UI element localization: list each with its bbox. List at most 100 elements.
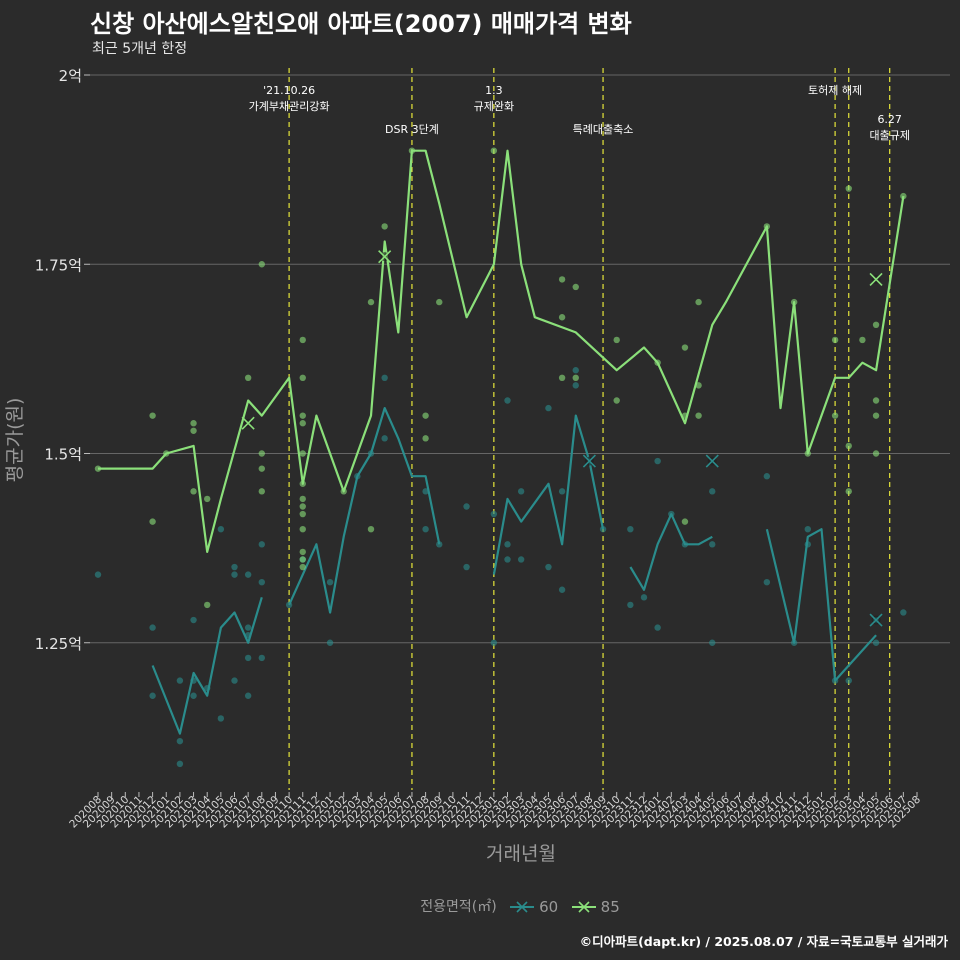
data-point-85 [163, 450, 170, 457]
event-label: 6.27 [877, 113, 902, 126]
data-point-60 [176, 737, 184, 745]
data-point-60 [258, 541, 265, 548]
data-point-85 [408, 147, 416, 154]
data-point-85 [299, 503, 306, 510]
legend-label-85: 85 [600, 898, 620, 916]
y-tick-label: 1.75억 [35, 256, 82, 274]
data-point-60 [217, 526, 225, 533]
data-point-85 [436, 298, 443, 306]
data-point-60 [176, 677, 184, 684]
data-point-60 [326, 639, 334, 646]
data-point-85 [845, 488, 852, 495]
data-point-85 [572, 283, 579, 291]
data-point-60 [763, 578, 771, 586]
data-point-85 [299, 374, 306, 381]
data-point-85 [299, 526, 306, 533]
data-point-60 [244, 571, 252, 578]
data-point-60 [190, 692, 197, 699]
data-point-60 [231, 571, 238, 578]
data-point-85 [381, 223, 388, 230]
data-point-60 [381, 374, 388, 381]
data-point-85 [872, 412, 880, 419]
data-point-85 [299, 495, 306, 503]
data-point-85 [190, 420, 197, 427]
data-point-85 [299, 510, 306, 518]
data-point-60 [463, 503, 470, 510]
grid-layer [84, 74, 950, 797]
data-point-85 [872, 450, 880, 457]
data-point-85 [258, 465, 265, 472]
data-point-85 [845, 185, 852, 192]
data-point-60 [504, 556, 511, 563]
data-point-60 [190, 677, 197, 684]
data-point-60 [872, 639, 880, 646]
event-label: DSR 3단계 [385, 123, 439, 136]
data-point-60 [381, 435, 388, 442]
data-point-60 [517, 556, 525, 563]
data-point-60 [149, 624, 156, 631]
data-point-60 [176, 760, 184, 768]
data-point-85 [845, 442, 852, 450]
data-point-60 [354, 473, 361, 480]
cross-marker-60 [869, 613, 883, 627]
series-line-60 [492, 414, 605, 575]
data-point-85 [859, 336, 866, 344]
data-point-85 [695, 382, 702, 389]
data-point-85 [558, 276, 566, 283]
data-point-60 [681, 541, 689, 548]
data-point-85 [422, 435, 429, 442]
data-point-85 [804, 450, 811, 457]
data-point-60 [558, 586, 566, 593]
legend-title: 전용면적(㎡) [420, 899, 497, 915]
data-point-85 [831, 336, 839, 344]
legend-item-85: 85 [571, 898, 620, 916]
data-point-85 [558, 374, 566, 381]
event-label: 대출규제 [869, 129, 909, 142]
y-axis-label: 평균가(원) [4, 398, 26, 483]
data-point-85 [340, 488, 347, 495]
caption: ©디아파트(dapt.kr) / 2025.08.07 / 자료=국토교통부 실… [579, 934, 948, 949]
data-point-85 [831, 412, 839, 419]
series-points [94, 147, 907, 768]
event-label: 규제완화 [474, 100, 514, 113]
data-point-85 [258, 450, 265, 457]
data-point-85 [190, 488, 197, 495]
data-point-60 [367, 450, 375, 457]
data-point-60 [326, 578, 334, 586]
data-point-60 [422, 488, 429, 495]
data-point-60 [204, 684, 211, 692]
legend: 전용면적(㎡) 60 85 [0, 896, 960, 916]
data-point-85 [367, 526, 375, 533]
data-point-85 [900, 192, 907, 200]
data-point-85 [790, 298, 798, 306]
data-point-85 [299, 420, 306, 427]
data-point-85 [422, 412, 429, 419]
data-point-85 [613, 336, 620, 344]
data-point-85 [204, 495, 211, 503]
data-point-85 [190, 427, 197, 434]
data-point-85 [613, 397, 620, 404]
data-point-85 [299, 563, 306, 571]
event-label: 가계부채관리강화 [249, 100, 330, 113]
data-point-60 [422, 526, 429, 533]
data-point-60 [545, 404, 552, 412]
legend-swatch-85 [571, 901, 596, 913]
data-point-60 [804, 526, 811, 533]
x-axis-label: 거래년월 [486, 843, 556, 865]
series-line-60 [629, 513, 713, 591]
data-point-85 [681, 412, 689, 419]
data-point-60 [231, 563, 238, 571]
cross-marker-85 [378, 250, 392, 264]
data-point-60 [900, 609, 907, 616]
data-point-85 [558, 314, 566, 321]
data-point-60 [831, 677, 839, 684]
data-point-85 [299, 548, 306, 556]
data-point-85 [763, 223, 771, 230]
data-point-60 [190, 616, 197, 624]
data-point-85 [490, 147, 498, 154]
data-point-60 [517, 488, 525, 495]
data-point-60 [558, 488, 566, 495]
y-tick-label: 1.5억 [44, 446, 82, 464]
series-line-60 [151, 596, 263, 735]
